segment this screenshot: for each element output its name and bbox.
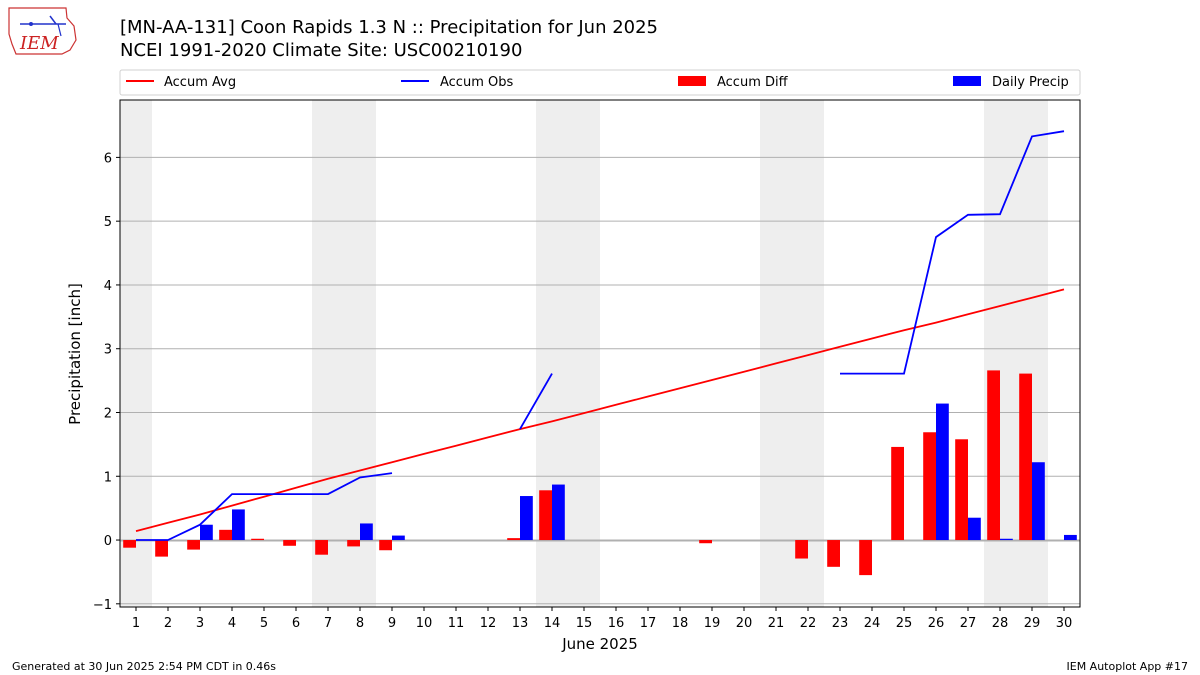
x-tick-label: 11 [448,616,465,631]
x-tick-label: 28 [992,616,1009,631]
daily-precip-bar [968,517,981,541]
daily-precip-bar [1064,534,1077,541]
x-tick-label: 24 [864,616,881,631]
daily-precip-bar [520,496,533,541]
accum-diff-bar [283,540,296,546]
accum-diff-bar [923,432,936,541]
accum-obs-line [519,373,553,430]
legend-box [119,69,1081,96]
accum-diff-bar [123,540,136,548]
accum-diff-bar [955,439,968,541]
plot-frame [119,99,1081,608]
accum-diff-bar [155,540,168,557]
weekend-shade [792,100,824,607]
daily-precip-bar [392,535,405,541]
x-tick-label: 19 [704,616,721,631]
x-tick-label: 2 [164,616,172,631]
weekend-shade [568,100,600,607]
x-tick-label: 15 [576,616,593,631]
legend-daily-precip: Daily Precip [992,75,1069,90]
accum-diff-bar [347,540,360,547]
accum-diff-bar [379,540,392,551]
weekend-shade [312,100,344,607]
x-tick-label: 29 [1024,616,1041,631]
app-note: IEM Autoplot App #17 [1066,660,1189,673]
legend: Accum Avg Accum Obs Accum Diff Daily Pre… [119,69,1081,96]
x-axis-label: June 2025 [561,635,638,653]
x-tick-label: 10 [416,616,433,631]
chart-title: [MN-AA-131] Coon Rapids 1.3 N :: Precipi… [120,17,659,38]
accum-diff-bar [219,529,232,541]
x-tick-label: 27 [960,616,977,631]
daily-precip-bar [232,509,245,541]
y-axis-label: Precipitation [inch] [66,283,84,425]
accum-avg-line [135,288,1065,532]
accum-diff-bar [539,490,552,541]
x-tick-label: 26 [928,616,945,631]
daily-precip-bar [1032,462,1045,541]
daily-precip-bar [1000,538,1013,541]
x-tick-label: 18 [672,616,689,631]
x-tick-label: 1 [132,616,140,631]
accum-diff-bar [699,540,712,544]
accum-diff-bar [315,540,328,555]
x-tick-label: 30 [1056,616,1073,631]
x-tick-label: 20 [736,616,753,631]
x-tick-label: 22 [800,616,817,631]
accum-diff-bar [859,540,872,576]
logo-text: IEM [19,33,59,54]
accum-obs-line [840,130,1065,375]
x-tick-label: 12 [480,616,497,631]
legend-daily-precip-swatch [953,76,981,86]
daily-precip-bar [936,403,949,541]
accum-diff-bar [987,370,1000,541]
daily-precip-bar [200,524,213,541]
accum-diff-bar [891,446,904,541]
x-tick-label: 3 [196,616,204,631]
y-tick-label: 2 [104,406,112,421]
x-tick-label: 7 [324,616,332,631]
accum-diff-bar [251,538,264,541]
x-tick-label: 23 [832,616,849,631]
legend-accum-avg: Accum Avg [164,75,236,90]
x-tick-label: 9 [388,616,396,631]
y-tick-label: 5 [104,215,112,230]
accum-diff-bar [187,540,200,550]
weekend-shade [760,100,792,607]
legend-accum-obs: Accum Obs [440,75,513,90]
x-tick-label: 13 [512,616,529,631]
x-tick-label: 6 [292,616,300,631]
x-tick-label: 17 [640,616,657,631]
accum-diff-bar [507,538,520,541]
x-tick-label: 5 [260,616,268,631]
y-tick-label: 4 [104,279,112,294]
x-tick-label: 16 [608,616,625,631]
legend-accum-diff-swatch [678,76,706,86]
accum-diff-bar [795,540,808,559]
x-tick-label: 14 [544,616,561,631]
y-tick-label: 3 [104,343,112,358]
x-tick-label: 8 [356,616,364,631]
y-tick-label: 0 [104,534,112,549]
weekend-shade [120,100,152,607]
generated-note: Generated at 30 Jun 2025 2:54 PM CDT in … [12,660,277,673]
accum-obs-line [136,472,393,541]
x-tick-label: 4 [228,616,236,631]
y-tick-label: 6 [104,151,112,166]
weekend-shade [344,100,376,607]
accum-diff-bar [827,540,840,567]
daily-precip-bar [360,523,373,541]
y-tick-label: −1 [93,598,112,613]
x-tick-label: 25 [896,616,913,631]
accum-diff-bar [1019,373,1032,541]
daily-precip-bar [552,484,565,541]
iem-logo: IEM [6,4,80,62]
y-tick-label: 1 [104,470,112,485]
x-tick-label: 21 [768,616,785,631]
legend-accum-diff: Accum Diff [717,75,789,90]
chart-subtitle: NCEI 1991-2020 Climate Site: USC00210190 [120,40,523,61]
